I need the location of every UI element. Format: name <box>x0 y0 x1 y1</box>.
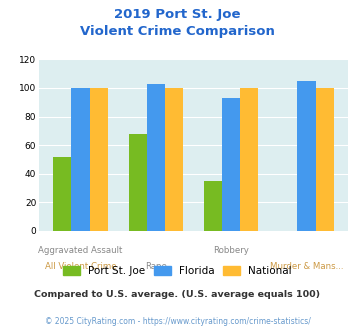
Bar <box>53 157 71 231</box>
Bar <box>204 181 222 231</box>
Bar <box>222 98 240 231</box>
Bar <box>240 88 258 231</box>
Text: Aggravated Assault: Aggravated Assault <box>38 246 123 255</box>
Bar <box>316 88 334 231</box>
Bar <box>89 88 108 231</box>
Bar <box>71 88 89 231</box>
Text: Rape: Rape <box>145 262 167 271</box>
Legend: Port St. Joe, Florida, National: Port St. Joe, Florida, National <box>64 266 291 276</box>
Text: Robbery: Robbery <box>213 246 249 255</box>
Text: All Violent Crime: All Violent Crime <box>45 262 116 271</box>
Text: Murder & Mans...: Murder & Mans... <box>270 262 343 271</box>
Bar <box>165 88 183 231</box>
Bar <box>147 84 165 231</box>
Text: Compared to U.S. average. (U.S. average equals 100): Compared to U.S. average. (U.S. average … <box>34 290 321 299</box>
Text: 2019 Port St. Joe: 2019 Port St. Joe <box>114 8 241 21</box>
Bar <box>297 81 316 231</box>
Bar <box>129 134 147 231</box>
Text: Violent Crime Comparison: Violent Crime Comparison <box>80 25 275 38</box>
Text: © 2025 CityRating.com - https://www.cityrating.com/crime-statistics/: © 2025 CityRating.com - https://www.city… <box>45 317 310 326</box>
